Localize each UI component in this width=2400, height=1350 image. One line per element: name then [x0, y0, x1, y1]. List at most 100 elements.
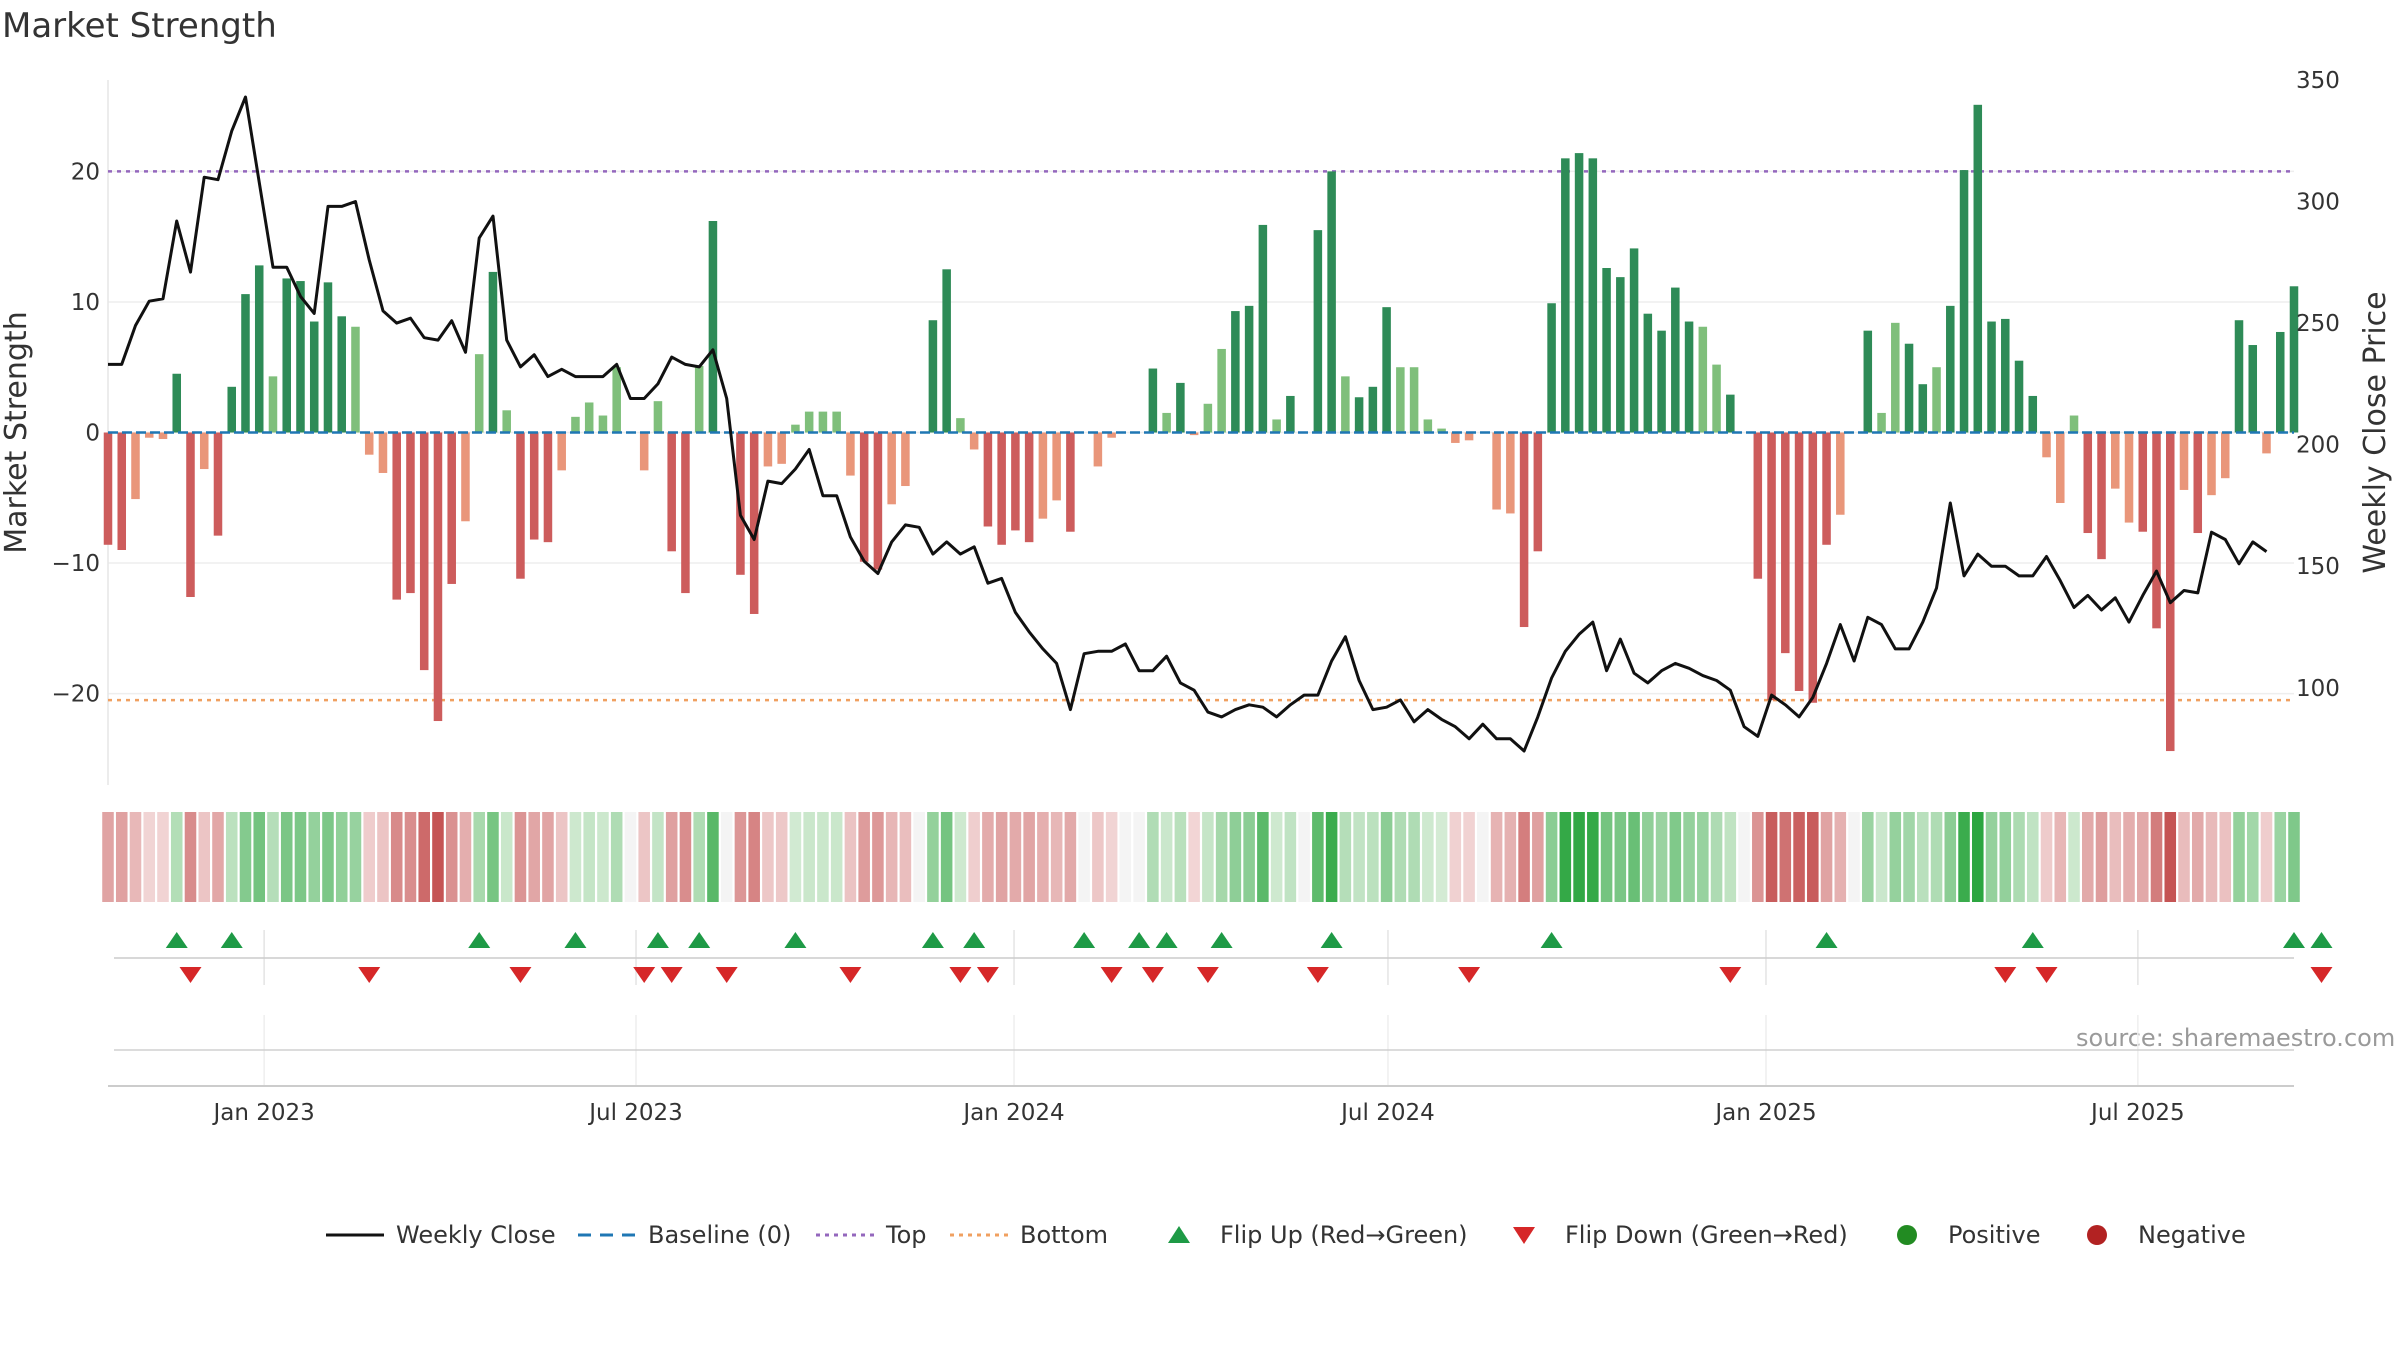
flip-down-marker — [1141, 967, 1164, 983]
x-tick-label: Jul 2025 — [2089, 1100, 2185, 1126]
strength-bar — [1891, 322, 1900, 433]
strength-strip-cell — [2123, 812, 2135, 902]
strength-strip-cell — [253, 812, 266, 902]
strength-strip-cell — [1215, 812, 1228, 902]
strength-strip-cell — [1889, 812, 1902, 902]
strength-bar — [969, 432, 979, 450]
close-price-line — [108, 95, 2268, 753]
strength-bar — [158, 432, 168, 440]
strength-bar — [2001, 318, 2010, 433]
strength-strip-cell — [1944, 812, 1957, 902]
strength-strip-cell — [473, 812, 485, 902]
strength-strip-cell — [1559, 812, 1572, 902]
strength-bar — [832, 411, 841, 433]
strength-strip-cell — [1270, 812, 1283, 902]
x-axis: Jan 2023 Jul 2023 Jan 2024 Jul 2024 Jan 2025… — [108, 1085, 2294, 1126]
y2-tick-label: 300 — [2296, 190, 2340, 216]
flip-up-marker — [1073, 932, 1096, 948]
strength-strip-cell — [2054, 812, 2067, 902]
flip-up-marker — [2283, 932, 2305, 948]
legend-swatch — [1897, 1225, 1917, 1245]
strength-strip-cell — [610, 812, 623, 902]
strength-strip-cell — [927, 812, 939, 902]
strength-bar — [571, 416, 580, 433]
strength-strip-cell — [349, 812, 362, 902]
strength-bar — [1093, 432, 1103, 467]
strength-bar — [1822, 432, 1831, 545]
y-tick-label: −10 — [51, 551, 100, 577]
strength-bar — [1107, 432, 1116, 438]
strength-bar — [1547, 303, 1556, 433]
strength-strip-cell — [1408, 812, 1420, 902]
strength-strip-cell — [1449, 812, 1462, 902]
strength-strip-cell — [1229, 812, 1242, 902]
strength-bar — [681, 432, 690, 594]
strength-strip-cell — [1545, 812, 1558, 902]
strength-bar — [364, 432, 374, 455]
strength-strip-cell — [1490, 812, 1503, 902]
strength-bar — [1767, 432, 1776, 701]
strength-bar — [2014, 360, 2024, 433]
legend-label: Weekly Close — [396, 1221, 556, 1249]
strength-bar — [2275, 331, 2285, 433]
flip-down-marker — [1196, 967, 1219, 983]
strength-bar — [1506, 432, 1515, 514]
strength-bar — [1629, 248, 1639, 433]
strength-strip-cell — [734, 812, 747, 902]
strength-bar — [2207, 432, 2216, 496]
x-tick-label: Jan 2024 — [961, 1100, 1064, 1126]
strength-bar — [1671, 287, 1680, 433]
strength-bar — [1038, 432, 1048, 519]
strength-bar — [543, 432, 553, 543]
strength-strip-cell — [500, 812, 513, 902]
strength-strip-cell — [418, 812, 430, 902]
flip-down-marker — [660, 967, 683, 983]
flip-up-marker — [784, 932, 807, 948]
strength-bar — [1066, 432, 1075, 532]
strength-strip-cell — [954, 812, 967, 902]
strength-strip-cell — [404, 812, 417, 902]
strength-strip-cell — [803, 812, 815, 902]
legend-item: Flip Up (Red→Green) — [1168, 1221, 1468, 1249]
strength-bar — [1162, 412, 1171, 433]
strength-strip-cell — [1848, 812, 1860, 902]
strength-bar — [1396, 367, 1405, 433]
flip-up-marker — [1210, 932, 1233, 948]
legend-item: Positive — [1897, 1221, 2041, 1249]
strength-strip-cell — [1710, 812, 1723, 902]
strength-strip-cell — [872, 812, 884, 902]
strength-bars — [103, 104, 2299, 752]
flip-down-marker — [1458, 967, 1481, 983]
strength-bar — [323, 282, 333, 433]
strength-strip-cell — [1133, 812, 1145, 902]
strength-bar — [1148, 368, 1158, 433]
strength-bar — [117, 432, 127, 550]
flip-down-marker — [1719, 967, 1742, 983]
strength-bar — [1286, 395, 1295, 433]
strength-bar — [1863, 330, 1873, 433]
strength-strip-cell — [1160, 812, 1173, 902]
strength-strip-cell — [1779, 812, 1792, 902]
x-tick-label: Jan 2023 — [211, 1100, 314, 1126]
flip-up-marker — [2310, 932, 2333, 948]
strength-strip-cell — [1147, 812, 1159, 902]
strength-bar — [1794, 432, 1804, 691]
strength-bar — [791, 424, 800, 433]
strength-strip-cell — [487, 812, 499, 902]
y-tick-label: 20 — [71, 159, 100, 185]
strength-strip-cell — [170, 812, 183, 902]
strength-bar — [433, 432, 443, 722]
strength-strip-cell — [830, 812, 843, 902]
strength-bar — [653, 401, 663, 433]
strength-strip-cell — [1999, 812, 2012, 902]
strength-strip-cell — [2136, 812, 2149, 902]
strength-strip-cell — [1642, 812, 1654, 902]
strength-strip-cell — [2150, 812, 2163, 902]
strength-bar — [1973, 104, 1983, 433]
strength-strip-cell — [995, 812, 1008, 902]
strength-strip-cell — [1312, 812, 1324, 902]
flip-down-marker — [2035, 967, 2058, 983]
legend-item: Top — [816, 1221, 927, 1249]
strength-bar — [1451, 432, 1460, 443]
strength-strip-cell — [775, 812, 788, 902]
